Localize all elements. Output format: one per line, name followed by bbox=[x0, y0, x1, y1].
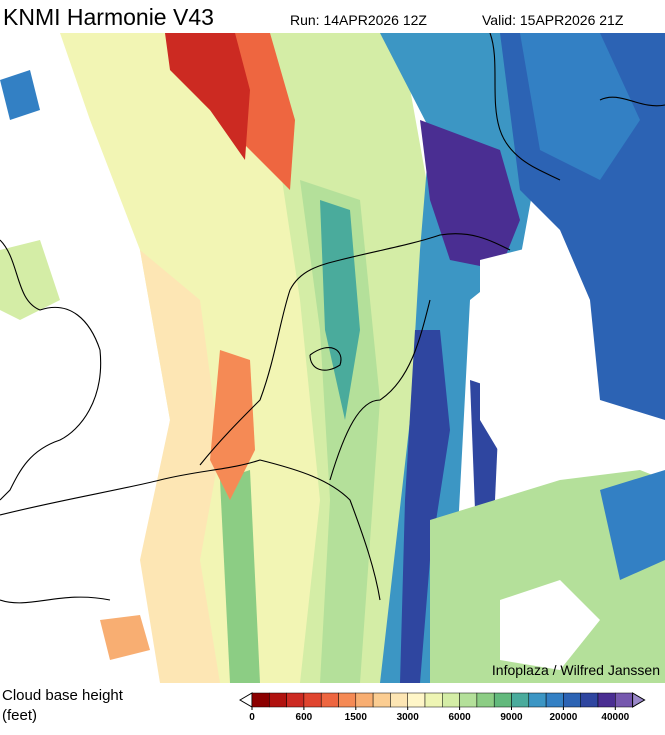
colorbar-box bbox=[424, 692, 443, 708]
border-be-de bbox=[0, 459, 381, 601]
map: Infoplaza / Wilfred Janssen bbox=[0, 33, 665, 683]
coastline-channel bbox=[0, 596, 111, 604]
field-cream bbox=[140, 250, 220, 683]
colorbar-tick-label: 6000 bbox=[448, 712, 471, 723]
colorbar-box bbox=[390, 692, 408, 708]
colorbar-box bbox=[320, 692, 339, 708]
colorbar-box bbox=[459, 692, 478, 708]
valid-time: Valid: 15APR2026 21Z bbox=[482, 12, 624, 28]
field-purple bbox=[420, 120, 520, 270]
colorbar-box bbox=[251, 692, 270, 708]
coastline-uk bbox=[0, 239, 102, 501]
colorbar-box bbox=[269, 692, 287, 708]
clear-lower-right bbox=[500, 580, 600, 670]
field-darkblue bbox=[400, 330, 450, 683]
legend-unit: (feet) bbox=[2, 707, 37, 724]
colorbar-high-arrow bbox=[632, 692, 646, 708]
colorbar-box bbox=[303, 692, 322, 708]
field-green-left bbox=[0, 240, 60, 320]
field-red bbox=[165, 33, 250, 160]
field-blue-lower bbox=[600, 470, 665, 580]
colorbar-box bbox=[476, 692, 495, 708]
colorbar-box bbox=[407, 692, 426, 708]
clear-right bbox=[480, 240, 580, 470]
colorbar-tick-label: 600 bbox=[296, 712, 313, 723]
field-orange2 bbox=[210, 350, 255, 500]
colorbar-box bbox=[355, 692, 374, 708]
title: KNMI Harmonie V43 bbox=[3, 4, 214, 30]
colorbar-box bbox=[528, 692, 547, 708]
colorbar-tick-label: 9000 bbox=[500, 712, 523, 723]
colorbar-tick-label: 20000 bbox=[549, 712, 577, 723]
field-green-right bbox=[430, 470, 665, 683]
field-blue-mid bbox=[520, 33, 640, 180]
coastline-dk bbox=[489, 33, 561, 181]
field-teal bbox=[320, 200, 360, 420]
colorbar-box bbox=[615, 692, 633, 708]
colorbar-box bbox=[372, 692, 391, 708]
field-blue-left bbox=[0, 70, 40, 120]
colorbar-box bbox=[563, 692, 581, 708]
credit: Infoplaza / Wilfred Janssen bbox=[492, 662, 660, 678]
field-green bbox=[300, 180, 380, 683]
colorbar-box bbox=[511, 692, 530, 708]
colorbar-box bbox=[545, 692, 564, 708]
colorbar-box bbox=[580, 692, 599, 708]
legend: Cloud base height (feet) 0 600 1500 3000 600… bbox=[2, 687, 646, 724]
colorbar-box bbox=[597, 692, 616, 708]
colorbar-box bbox=[442, 692, 460, 708]
colorbar-tick-label: 3000 bbox=[397, 712, 420, 723]
colorbar-box bbox=[286, 692, 305, 708]
coastline-nl bbox=[199, 233, 511, 466]
colorbar-box bbox=[338, 692, 357, 708]
coastline-se bbox=[599, 96, 665, 107]
legend-title: Cloud base height bbox=[2, 687, 124, 704]
border-nl-de bbox=[329, 299, 431, 481]
coastline-ijssel bbox=[309, 347, 342, 371]
colorbar-tick-label: 0 bbox=[249, 712, 255, 723]
field-orange3 bbox=[100, 615, 150, 660]
colorbar-box bbox=[493, 692, 512, 708]
field-green2 bbox=[220, 470, 260, 683]
run-time: Run: 14APR2026 12Z bbox=[290, 12, 427, 28]
colorbar-tick-label: 40000 bbox=[601, 712, 629, 723]
colorbar-tick-label: 1500 bbox=[345, 712, 368, 723]
